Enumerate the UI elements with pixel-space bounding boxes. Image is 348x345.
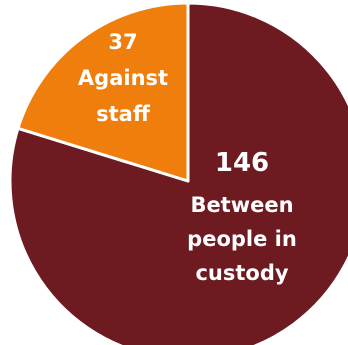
slice-label-staff-line-1: Against xyxy=(78,66,168,90)
slice-label-custody-line-2: people in xyxy=(187,227,297,251)
slice-label-staff: 37 Against staff xyxy=(78,30,168,126)
pie-slice-custody xyxy=(8,1,348,345)
slice-label-custody-line-3: custody xyxy=(195,261,288,285)
slice-value-custody: 146 xyxy=(215,148,269,178)
pie-slices xyxy=(8,1,348,345)
slice-label-custody-line-1: Between xyxy=(190,193,293,217)
pie-slice-staff xyxy=(16,1,190,183)
slice-label-staff-line-2: staff xyxy=(96,102,151,126)
slice-value-staff: 37 xyxy=(108,30,137,54)
slice-label-custody: 146 Between people in custody xyxy=(187,148,297,285)
